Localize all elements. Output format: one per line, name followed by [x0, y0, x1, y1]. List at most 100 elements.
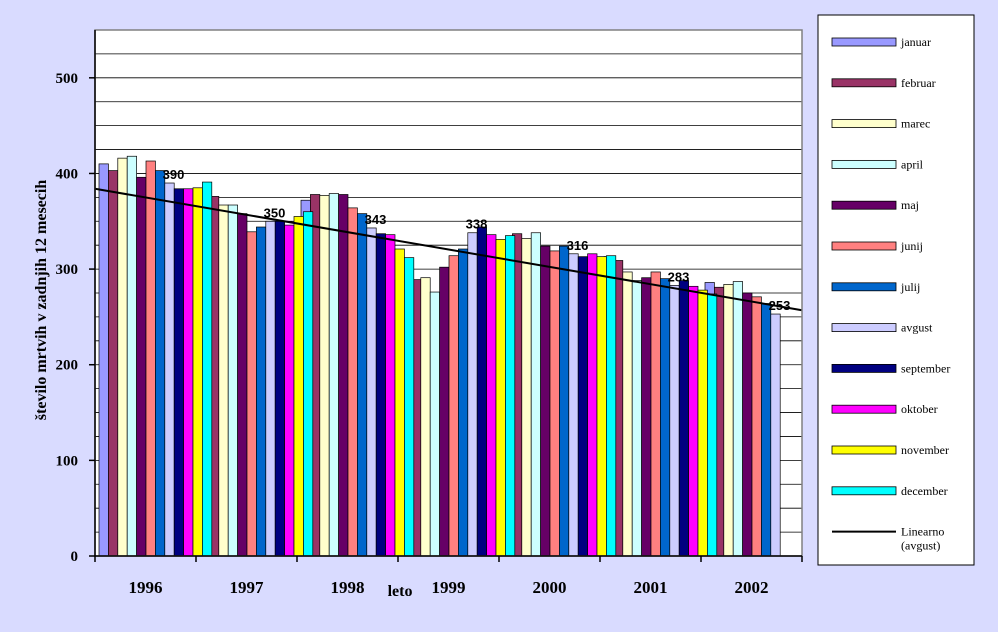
bar-maj-1999	[439, 266, 450, 557]
bar-september-1996	[173, 188, 184, 557]
bar-maj-2002	[742, 292, 753, 557]
bar-oktober-1998	[385, 234, 396, 557]
bar-junij-1999	[448, 255, 459, 557]
bar-november-1996	[192, 187, 203, 557]
legend-swatch-maj	[831, 200, 897, 210]
bar-december-2001	[707, 293, 718, 557]
legend-label-maj: maj	[901, 198, 919, 212]
x-tick-labels: 1996 1997 1998 1999 2000 2001 2002	[129, 578, 769, 597]
bar-april-1998	[328, 193, 339, 557]
y-tick-label: 400	[56, 166, 79, 182]
trendline-group	[94, 187, 803, 312]
data-label-1996: 390	[163, 167, 185, 182]
y-tick-label: 500	[56, 71, 79, 87]
bar-marec-1998	[319, 195, 330, 557]
data-label-1999: 338	[466, 217, 488, 232]
legend-label-julij: julij	[900, 280, 920, 294]
bar-december-1996	[202, 181, 213, 557]
x-tick-label: 1998	[331, 578, 365, 597]
bar-november-1999	[495, 239, 506, 557]
legend-label-marec: marec	[901, 117, 930, 131]
bar-april-2001	[631, 280, 642, 557]
bar-junij-2000	[549, 250, 560, 557]
legend-swatch-april	[831, 159, 897, 169]
bar-julij-1997	[256, 226, 267, 557]
legend-swatch-oktober	[831, 404, 897, 414]
legend-swatch-junij	[831, 241, 897, 251]
bar-april-1997	[227, 204, 238, 557]
bar-maj-2001	[641, 277, 652, 557]
bar-september-1997	[274, 220, 285, 557]
legend-swatch-november	[831, 445, 897, 455]
bar-avgust-2002	[770, 313, 781, 557]
bar-december-1998	[404, 257, 415, 557]
bar-oktober-1996	[183, 188, 194, 557]
bar-marec-2002	[723, 284, 734, 557]
y-tick-labels: 0 100 200 300 400 500	[56, 71, 79, 565]
bar-junij-1998	[347, 207, 358, 557]
bar-julij-2002	[761, 303, 772, 557]
legend-swatch-februar	[831, 78, 897, 88]
bar-oktober-1999	[486, 234, 497, 557]
bar-marec-1999	[420, 277, 431, 557]
data-label-2000: 316	[567, 238, 589, 253]
legend-label-januar: januar	[900, 35, 931, 49]
legend-swatch-september	[831, 363, 897, 373]
bar-oktober-1997	[284, 224, 295, 557]
bar-september-1999	[476, 226, 487, 557]
axes	[89, 30, 803, 562]
legend-swatch-december	[831, 486, 897, 496]
bar-junij-1997	[246, 231, 257, 557]
bar-avgust-1996	[164, 182, 175, 557]
bar-maj-1996	[136, 176, 147, 557]
y-tick-label: 0	[71, 549, 79, 565]
x-axis-title: leto	[388, 583, 413, 600]
legend-label-junij: junij	[900, 239, 923, 253]
data-label-1997: 350	[264, 205, 286, 220]
legend: januar februar marec april maj junij julij avgu…	[817, 14, 975, 566]
bar-november-1998	[394, 248, 405, 557]
legend-swatch-marec	[831, 119, 897, 128]
bar-november-2001	[697, 289, 708, 557]
x-tick-label: 2000	[533, 578, 567, 597]
data-label-1998: 343	[365, 212, 387, 227]
legend-label-december: december	[901, 484, 948, 498]
x-tick-label: 1999	[432, 578, 466, 597]
y-tick-label: 300	[56, 262, 79, 278]
x-tick-label: 1997	[230, 578, 265, 597]
data-label-2002: 253	[769, 298, 791, 313]
bar-januar-1996	[98, 163, 109, 557]
legend-label-trendline: Linearno (avgust)	[901, 525, 944, 553]
bar-avgust-2000	[568, 253, 579, 557]
y-axis-title: število mrtvih v zadnjih 12 mesecih	[33, 180, 50, 421]
bar-december-1999	[505, 235, 516, 557]
bar-julij-1996	[155, 170, 166, 557]
bar-april-2000	[530, 232, 541, 557]
y-tick-label: 100	[56, 453, 79, 469]
bar-september-2000	[577, 256, 588, 557]
legend-swatch-avgust	[831, 323, 897, 333]
legend-label-april: april	[901, 157, 924, 171]
bar-avgust-1999	[467, 232, 478, 557]
bar-julij-1999	[458, 248, 469, 557]
bar-september-1998	[375, 233, 386, 557]
bar-maj-2000	[540, 245, 551, 557]
bar-julij-2000	[559, 245, 570, 557]
bar-februar-1996	[108, 170, 119, 557]
bar-marec-2001	[622, 271, 633, 557]
bar-avgust-2001	[669, 284, 680, 557]
bar-junij-2001	[650, 271, 661, 557]
data-label-2001: 283	[668, 269, 690, 284]
bar-julij-1998	[357, 213, 368, 557]
bars	[98, 155, 781, 557]
x-tick-label: 1996	[129, 578, 163, 597]
legend-swatch-julij	[831, 282, 897, 292]
bar-maj-1997	[237, 213, 248, 557]
bar-april-1996	[126, 155, 137, 557]
bar-april-2002	[732, 281, 743, 557]
trendline	[94, 187, 803, 312]
bar-julij-2001	[660, 278, 671, 557]
legend-label-september: september	[901, 361, 950, 375]
